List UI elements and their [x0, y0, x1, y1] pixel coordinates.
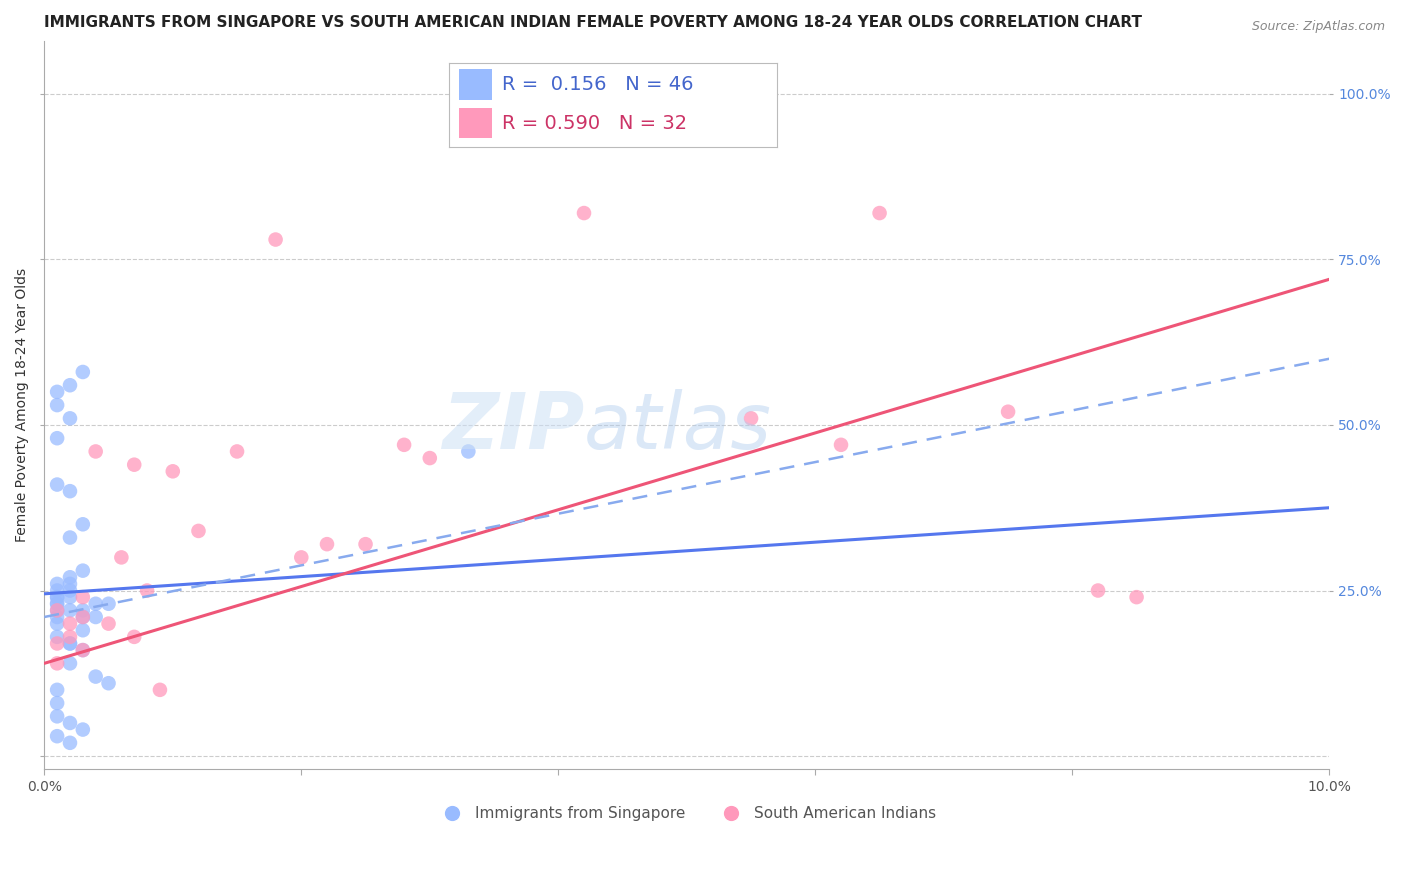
Point [59, 636, 82, 650]
Point [264, 233, 287, 247]
Point [46, 630, 69, 644]
Point [46, 682, 69, 697]
Point [46, 597, 69, 611]
Point [46, 603, 69, 617]
Point [46, 636, 69, 650]
Point [84, 670, 107, 684]
Point [122, 630, 145, 644]
Point [59, 657, 82, 671]
Point [72, 643, 94, 657]
Point [46, 590, 69, 604]
Point [72, 590, 94, 604]
Point [46, 577, 69, 591]
Point [149, 682, 172, 697]
Point [59, 531, 82, 545]
Point [419, 451, 441, 466]
Text: Source: ZipAtlas.com: Source: ZipAtlas.com [1251, 20, 1385, 33]
Point [46, 603, 69, 617]
Point [572, 206, 595, 220]
Point [46, 398, 69, 412]
Point [59, 583, 82, 598]
Point [72, 365, 94, 379]
Point [72, 517, 94, 532]
Point [59, 736, 82, 750]
Point [72, 643, 94, 657]
Point [46, 729, 69, 743]
Point [59, 636, 82, 650]
Text: ZIP: ZIP [441, 389, 583, 465]
Point [97, 597, 120, 611]
Point [136, 583, 159, 598]
Point [72, 564, 94, 578]
Point [84, 444, 107, 458]
Point [46, 384, 69, 399]
Point [59, 411, 82, 425]
Point [72, 723, 94, 737]
Point [740, 411, 762, 425]
Point [290, 550, 312, 565]
Point [830, 438, 852, 452]
Point [1087, 583, 1109, 598]
Point [46, 590, 69, 604]
Point [97, 616, 120, 631]
Point [46, 709, 69, 723]
Point [59, 378, 82, 392]
Point [46, 477, 69, 491]
Point [869, 206, 891, 220]
Point [316, 537, 339, 551]
Point [354, 537, 377, 551]
Legend: Immigrants from Singapore, South American Indians: Immigrants from Singapore, South America… [432, 800, 942, 827]
Point [187, 524, 209, 538]
Point [46, 696, 69, 710]
Y-axis label: Female Poverty Among 18-24 Year Olds: Female Poverty Among 18-24 Year Olds [15, 268, 30, 542]
Point [59, 590, 82, 604]
Point [72, 610, 94, 624]
Point [59, 484, 82, 499]
Point [59, 630, 82, 644]
Point [59, 577, 82, 591]
Point [997, 405, 1019, 419]
Point [162, 464, 184, 478]
Point [46, 616, 69, 631]
Point [59, 603, 82, 617]
Point [457, 444, 479, 458]
Point [72, 624, 94, 638]
Point [59, 570, 82, 584]
Point [59, 616, 82, 631]
Point [122, 458, 145, 472]
Point [46, 657, 69, 671]
Point [97, 676, 120, 690]
Point [392, 438, 415, 452]
Point [84, 610, 107, 624]
Text: atlas: atlas [583, 389, 772, 465]
Point [59, 715, 82, 730]
Point [1125, 590, 1147, 604]
Text: IMMIGRANTS FROM SINGAPORE VS SOUTH AMERICAN INDIAN FEMALE POVERTY AMONG 18-24 YE: IMMIGRANTS FROM SINGAPORE VS SOUTH AMERI… [44, 15, 1142, 30]
Point [46, 597, 69, 611]
Point [84, 597, 107, 611]
Point [650, 113, 672, 128]
Point [72, 603, 94, 617]
Point [226, 444, 249, 458]
Point [110, 550, 132, 565]
Point [46, 610, 69, 624]
Point [46, 583, 69, 598]
Point [46, 431, 69, 445]
Point [72, 610, 94, 624]
